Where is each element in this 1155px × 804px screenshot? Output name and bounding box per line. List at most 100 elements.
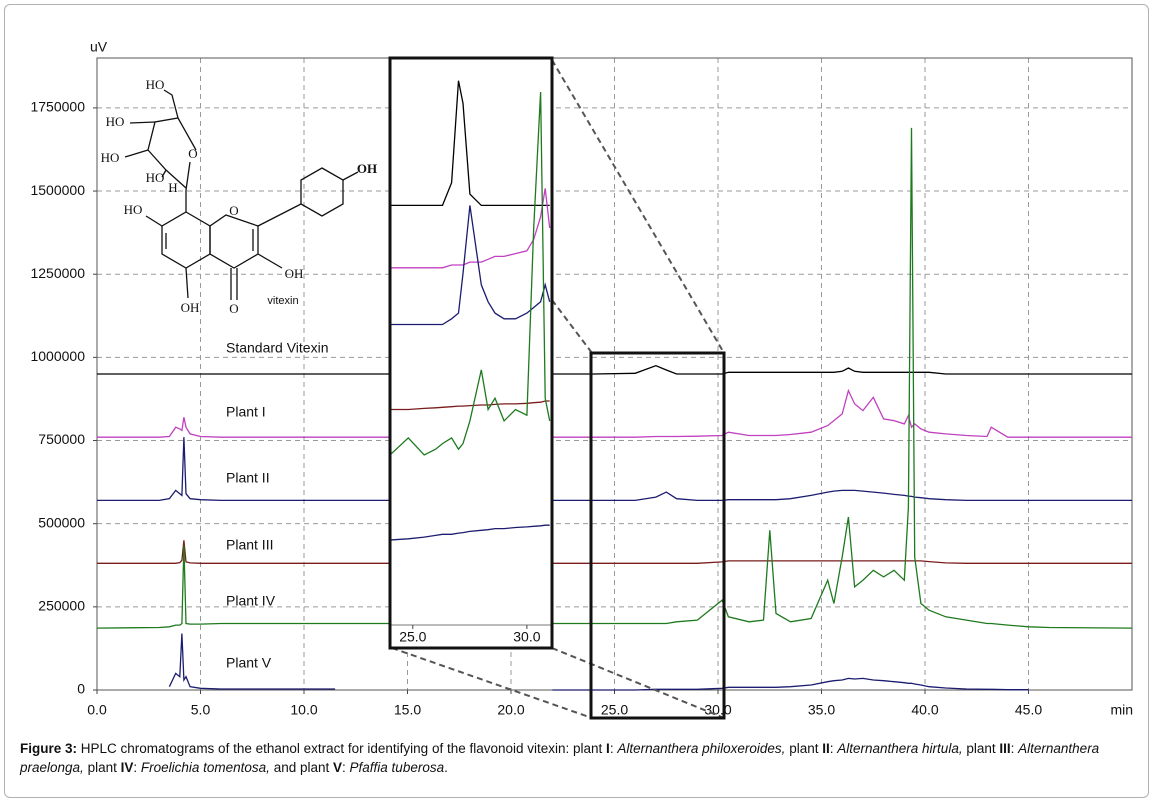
caption-text: V <box>333 760 343 775</box>
inset-plot: 25.0 30.0 <box>388 56 554 650</box>
caption-text: IV <box>120 760 134 775</box>
inset-frame <box>388 56 554 650</box>
caption-text: : <box>342 760 350 775</box>
series-label: Plant IV <box>226 593 276 609</box>
trace <box>391 524 550 541</box>
structure-label: HO <box>101 150 120 165</box>
caption-text: HPLC chromatograms of the ethanol extrac… <box>77 741 607 756</box>
x-tick-label: 25.0 <box>601 702 628 718</box>
caption-text: II <box>822 741 830 756</box>
x-tick-label: 35.0 <box>808 702 835 718</box>
x-tick-label: 15.0 <box>394 702 421 718</box>
y-tick-label: 750000 <box>38 431 85 447</box>
x-tick-label: 5.0 <box>191 702 211 718</box>
zoom-guides <box>391 59 726 720</box>
bond <box>161 169 167 178</box>
x-tick-label: 30.0 <box>704 702 731 718</box>
zoom-line <box>551 299 593 354</box>
caption-text: Figure 3: <box>20 741 78 756</box>
bond <box>185 267 189 299</box>
trace <box>97 437 1132 502</box>
caption-text: plant <box>785 741 823 756</box>
x-axis-label: min <box>1110 702 1133 718</box>
caption-text: plant <box>962 741 1000 756</box>
y-tick-label: 1000000 <box>30 348 85 364</box>
y-tick-label: 0 <box>77 681 85 697</box>
y-tick-label: 1250000 <box>30 265 85 281</box>
trace <box>391 80 550 207</box>
chart: 0 250000 500000 750000 1000000 1250000 1500000… <box>30 39 1133 720</box>
caption-text: and plant <box>269 760 333 775</box>
x-tick-label: 40.0 <box>911 702 938 718</box>
structure-label: O <box>229 203 238 218</box>
zoom-line <box>551 59 725 354</box>
trace <box>97 540 1132 564</box>
caption-text: plant <box>83 760 121 775</box>
ring <box>300 167 344 217</box>
structure-label: OH <box>285 266 304 281</box>
structure-label: OH <box>181 300 200 315</box>
bond <box>124 149 149 158</box>
caption-text: : <box>133 760 141 775</box>
ring <box>161 211 211 269</box>
bond <box>342 171 359 181</box>
caption-text: III <box>999 741 1011 756</box>
ring <box>209 214 259 269</box>
structure-label: vitexin <box>267 295 298 307</box>
x-tick-label: 0.0 <box>87 702 107 718</box>
x-tick-label: 30.0 <box>513 629 540 645</box>
bond <box>257 253 283 269</box>
inset-background <box>390 58 552 648</box>
caption-text: : <box>829 741 838 756</box>
series-label: Plant II <box>226 470 270 486</box>
trace <box>391 400 550 411</box>
structure-label: O <box>188 146 197 161</box>
caption-text: Froelichia tomentosa, <box>140 760 270 775</box>
caption-text: Alternanthera hirtula, <box>837 741 963 756</box>
x-tick-label: 10.0 <box>290 702 317 718</box>
bond <box>185 161 191 191</box>
caption-text: : <box>609 741 618 756</box>
trace <box>96 127 1133 629</box>
x-tick-label: 25.0 <box>399 629 426 645</box>
y-tick-label: 250000 <box>38 598 85 614</box>
series-label: Standard Vitexin <box>226 340 328 356</box>
trace <box>97 388 1132 438</box>
bond <box>257 203 302 227</box>
zoom-line <box>551 647 725 719</box>
series-label: Plant I <box>226 404 266 420</box>
structure-label: HO <box>106 114 125 129</box>
caption: Figure 3: HPLC chromatograms of the etha… <box>20 739 1135 777</box>
trace <box>97 365 1132 375</box>
trace <box>391 91 551 456</box>
caption-text: . <box>444 760 448 775</box>
bond <box>145 215 163 227</box>
series-label: Plant V <box>226 655 272 671</box>
x-tick-label: 20.0 <box>497 702 524 718</box>
structure-label: OH <box>357 161 377 176</box>
zoom-line <box>391 647 593 719</box>
bond <box>163 89 179 119</box>
caption-text: Alternanthera praelonga, <box>20 741 1103 775</box>
y-axis-label: uV <box>90 39 108 55</box>
caption-text: Alternanthera philoxeroides, <box>617 741 786 756</box>
bond <box>147 117 197 189</box>
figure-frame <box>4 4 1149 798</box>
x-tick-label: 45.0 <box>1015 702 1042 718</box>
structure-label: O <box>229 301 238 316</box>
caption-text: : <box>1010 741 1019 756</box>
main-plot: 0 250000 500000 750000 1000000 1250000 1500000… <box>30 39 1133 718</box>
caption-text: Pfaffia tuberosa <box>349 760 445 775</box>
trace <box>391 205 551 326</box>
structure-label: HO <box>124 202 143 217</box>
trace <box>168 633 1029 691</box>
zoom-box <box>589 351 726 720</box>
y-tick-label: 1750000 <box>30 99 85 115</box>
caption-text: I <box>606 741 610 756</box>
series-label: Plant III <box>226 537 273 553</box>
bond <box>129 121 156 124</box>
y-tick-label: 500000 <box>38 514 85 530</box>
structure-label: HO <box>146 77 165 92</box>
